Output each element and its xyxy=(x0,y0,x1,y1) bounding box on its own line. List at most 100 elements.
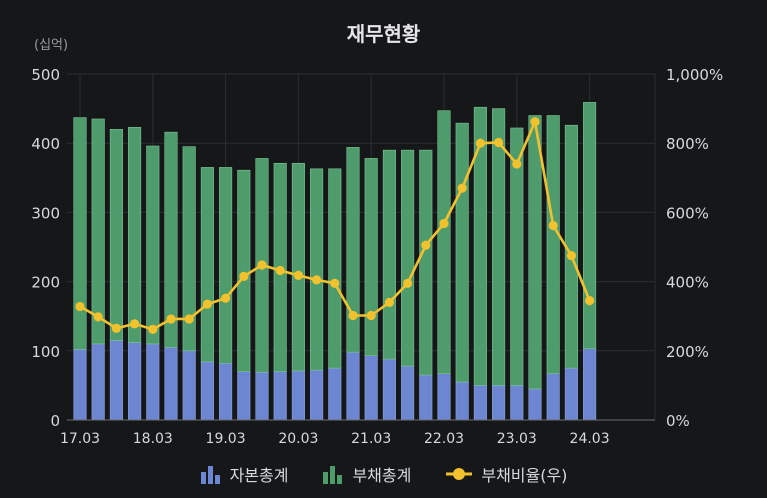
legend-label-liabilities: 부채총계 xyxy=(352,466,412,485)
right-tick-label: 400% xyxy=(666,274,709,292)
left-tick-label: 100 xyxy=(31,343,60,361)
x-tick-label: 21.03 xyxy=(351,431,391,447)
debt-ratio-point xyxy=(202,299,212,309)
left-tick-label: 0 xyxy=(50,412,60,430)
right-tick-label: 600% xyxy=(666,204,709,222)
bar-equity xyxy=(109,340,123,421)
debt-ratio-point xyxy=(111,323,121,333)
legend-item-equity[interactable]: 자본총계 xyxy=(200,462,289,486)
left-tick-label: 200 xyxy=(31,274,60,292)
right-tick-label: 800% xyxy=(666,135,709,153)
bar-equity xyxy=(583,348,597,421)
bar-equity xyxy=(310,369,324,421)
bar-liabilities xyxy=(364,158,378,356)
debt-ratio-point xyxy=(494,137,504,148)
legend-label-debt-ratio: 부채비율(우) xyxy=(481,466,568,485)
debt-ratio-point xyxy=(312,275,322,285)
legend: 자본총계 부채총계 부채비율(우) xyxy=(0,462,767,486)
debt-ratio-point xyxy=(257,260,267,270)
debt-ratio-point xyxy=(585,296,595,306)
bar-equity xyxy=(346,351,360,421)
right-tick-label: 0% xyxy=(666,412,690,430)
bar-liabilities xyxy=(528,115,542,390)
bar-chart-icon xyxy=(200,466,220,484)
debt-ratio-point xyxy=(421,240,431,250)
bar-equity xyxy=(219,362,233,421)
bar-liabilities xyxy=(455,122,469,383)
bar-chart-icon xyxy=(323,466,343,484)
bar-equity xyxy=(546,373,560,421)
bar-equity xyxy=(255,371,269,421)
bar-equity xyxy=(328,367,342,421)
bar-liabilities xyxy=(310,168,324,371)
bar-liabilities xyxy=(91,118,105,345)
bar-liabilities xyxy=(109,129,123,341)
x-tick-label: 22.03 xyxy=(424,431,464,447)
x-tick-label: 23.03 xyxy=(497,431,537,447)
bar-liabilities xyxy=(382,149,396,360)
bar-liabilities xyxy=(237,169,251,372)
bar-equity xyxy=(182,350,196,421)
bar-liabilities xyxy=(73,117,87,350)
bar-liabilities xyxy=(546,115,560,374)
left-tick-label: 400 xyxy=(31,135,60,153)
debt-ratio-point xyxy=(566,251,577,261)
debt-ratio-point xyxy=(330,278,340,288)
legend-item-debt-ratio[interactable]: 부채비율(우) xyxy=(445,462,567,486)
x-tick-label: 19.03 xyxy=(206,431,246,447)
debt-ratio-point xyxy=(548,220,558,231)
debt-ratio-point xyxy=(384,297,394,307)
bar-liabilities xyxy=(346,147,360,353)
bar-equity xyxy=(564,367,578,421)
debt-ratio-point xyxy=(239,271,249,282)
bar-liabilities xyxy=(473,106,487,386)
bar-equity xyxy=(510,385,524,421)
debt-ratio-point xyxy=(366,310,376,321)
bar-equity xyxy=(492,385,506,421)
bar-equity xyxy=(401,365,415,421)
debt-ratio-point xyxy=(439,218,449,229)
debt-ratio-point xyxy=(148,324,158,334)
bar-equity xyxy=(128,342,142,421)
bar-liabilities xyxy=(219,167,233,364)
legend-item-liabilities[interactable]: 부채총계 xyxy=(322,462,411,486)
bar-equity xyxy=(291,370,305,421)
bar-equity xyxy=(91,343,105,421)
bar-equity xyxy=(273,371,287,421)
debt-ratio-point xyxy=(275,265,285,276)
bar-liabilities xyxy=(146,145,160,345)
debt-ratio-point xyxy=(75,301,85,312)
debt-ratio-point xyxy=(293,270,303,280)
bar-equity xyxy=(437,373,451,421)
debt-ratio-point xyxy=(348,310,358,321)
bar-liabilities xyxy=(128,126,142,343)
right-tick-label: 1,000% xyxy=(666,66,723,84)
debt-ratio-point xyxy=(457,183,467,193)
x-tick-label: 18.03 xyxy=(133,431,173,447)
bar-equity xyxy=(473,385,487,421)
bar-equity xyxy=(237,371,251,421)
bar-equity xyxy=(419,374,433,421)
debt-ratio-point xyxy=(184,314,194,324)
bar-equity xyxy=(364,355,378,421)
bar-equity xyxy=(200,361,214,421)
bar-liabilities xyxy=(510,127,524,386)
bar-liabilities xyxy=(291,162,305,372)
chart-title: 재무현황 xyxy=(346,22,421,46)
bar-liabilities xyxy=(401,149,415,367)
bar-liabilities xyxy=(437,110,451,374)
debt-ratio-point xyxy=(403,278,413,288)
bar-equity xyxy=(73,349,87,421)
bar-liabilities xyxy=(419,149,433,376)
bar-equity xyxy=(382,358,396,421)
debt-ratio-point xyxy=(475,138,485,148)
debt-ratio-point xyxy=(530,117,540,127)
bar-equity xyxy=(146,343,160,421)
left-tick-label: 500 xyxy=(31,66,60,84)
x-tick-label: 17.03 xyxy=(60,431,100,447)
left-tick-label: 300 xyxy=(31,204,60,222)
legend-label-equity: 자본총계 xyxy=(229,466,289,485)
bar-equity xyxy=(528,388,542,421)
bar-liabilities xyxy=(182,146,196,352)
